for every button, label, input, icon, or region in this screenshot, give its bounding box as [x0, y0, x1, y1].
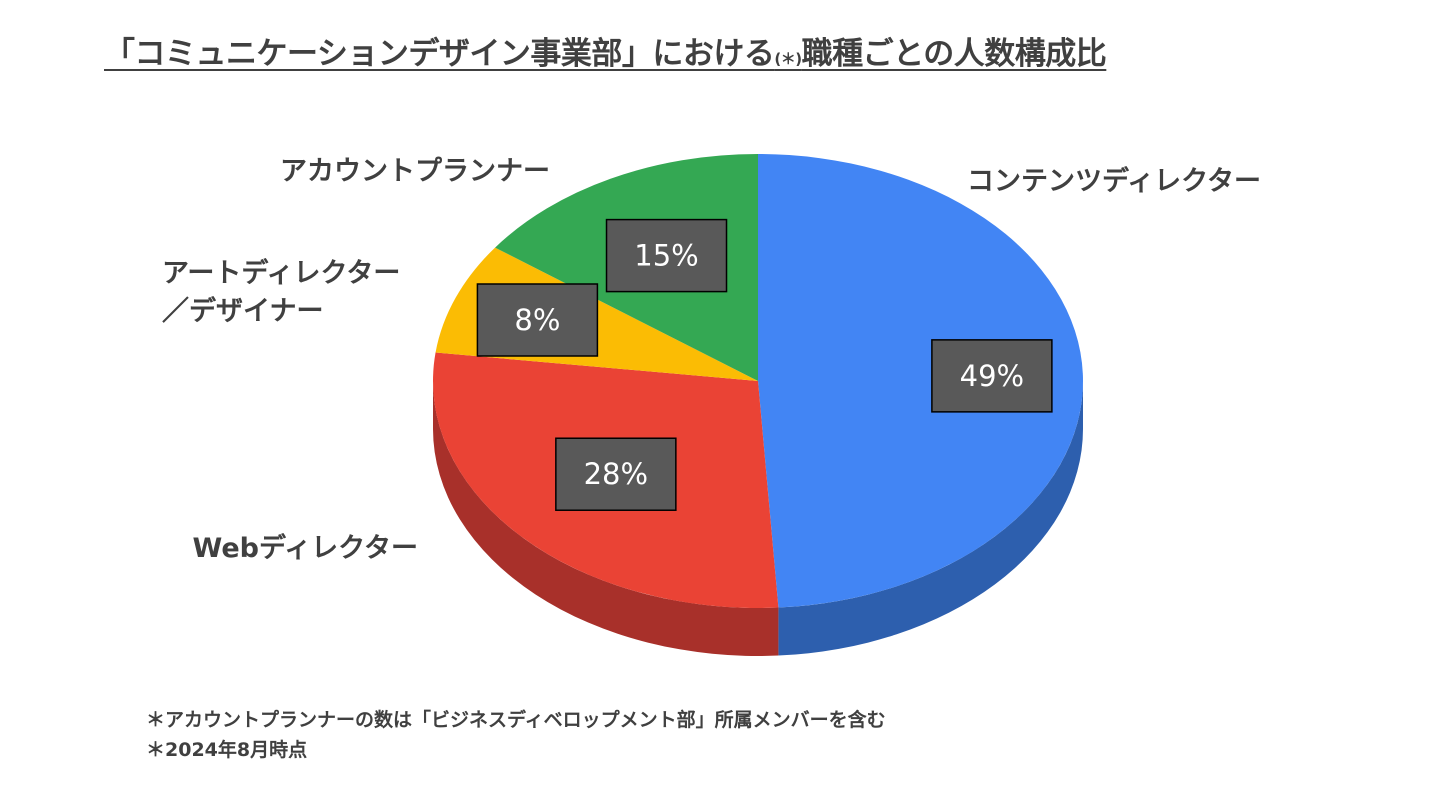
value-label-box	[931, 339, 1053, 413]
pie-depth	[433, 381, 1083, 656]
value-label-text: 8%	[514, 303, 560, 337]
pie-slice-slice-0	[758, 154, 1083, 608]
footnote-2: ＊2024年8月時点	[146, 739, 308, 761]
value-label-box	[605, 218, 728, 293]
value-label: 8%	[476, 283, 599, 357]
value-label-text: 15%	[634, 239, 698, 273]
category-label: アカウントプランナー	[280, 156, 550, 187]
value-label-text: 28%	[584, 457, 648, 491]
pie-side-web	[433, 381, 779, 656]
chart-title-footnote-mark: (＊)	[774, 50, 802, 68]
value-label: 15%	[605, 218, 728, 293]
value-label-box	[476, 283, 599, 357]
category-label: コンテンツディレクター	[967, 165, 1261, 197]
value-labels: 49% 28% 8% 15%	[476, 218, 1053, 511]
footnote-1: ＊アカウントプランナーの数は「ビジネスディベロップメント部」所属メンバーを含む	[146, 709, 886, 731]
chart-title-main: 「コミュニケーションデザイン事業部」における	[104, 36, 775, 72]
value-label: 28%	[555, 437, 677, 511]
value-label-text: 49%	[960, 359, 1024, 393]
footnotes: ＊アカウントプランナーの数は「ビジネスディベロップメント部」所属メンバーを含む …	[146, 705, 886, 765]
value-label: 49%	[931, 339, 1053, 413]
pie-side-slice-0	[778, 381, 1083, 656]
value-label-box	[555, 437, 677, 511]
category-label: Webディレクター	[193, 532, 419, 564]
chart-title: 「コミュニケーションデザイン事業部」における(＊)職種ごとの人数構成比	[104, 28, 1107, 73]
chart-title-rest: 職種ごとの人数構成比	[801, 36, 1107, 72]
category-labels: コンテンツディレクター Webディレクター アートディレクター／デザイナー アカウント…	[162, 156, 1261, 564]
category-label: アートディレクター／デザイナー	[162, 257, 400, 327]
